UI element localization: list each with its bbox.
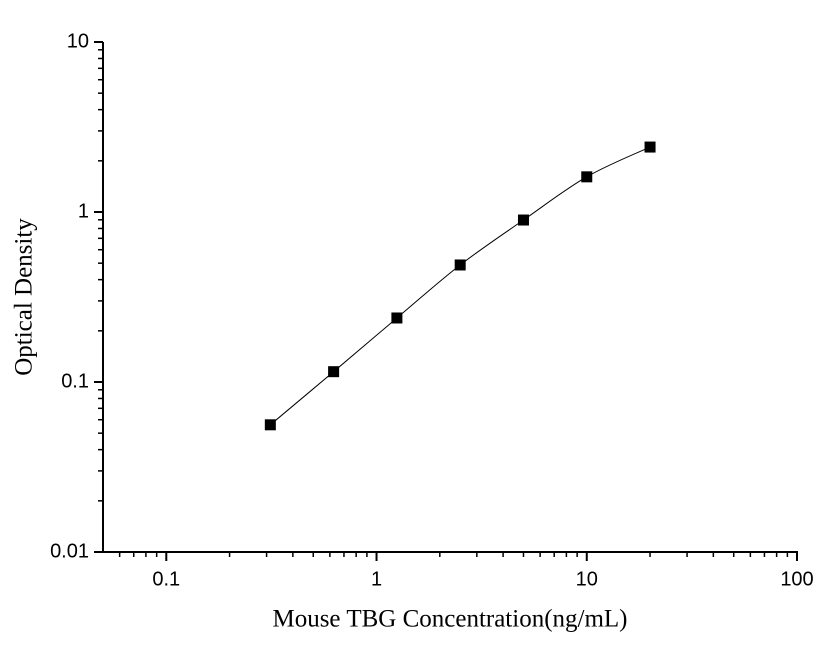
y-tick-label: 0.1 [61, 370, 89, 392]
data-point [264, 419, 276, 431]
x-tick-label: 100 [780, 568, 813, 590]
y-tick-label: 10 [67, 30, 89, 52]
x-tick-label: 1 [371, 568, 382, 590]
data-point [517, 214, 529, 226]
x-tick-label: 10 [576, 568, 598, 590]
y-tick-label: 0.01 [50, 540, 89, 562]
data-point [328, 366, 340, 378]
x-tick-label: 0.1 [152, 568, 180, 590]
fit-curve [270, 146, 651, 426]
data-point [644, 141, 656, 153]
data-point [581, 171, 593, 183]
y-tick-label: 1 [78, 200, 89, 222]
data-point [391, 312, 403, 324]
x-axis-label: Mouse TBG Concentration(ng/mL) [272, 606, 627, 633]
data-point [454, 259, 466, 271]
y-axis-label: Optical Density [11, 218, 38, 376]
